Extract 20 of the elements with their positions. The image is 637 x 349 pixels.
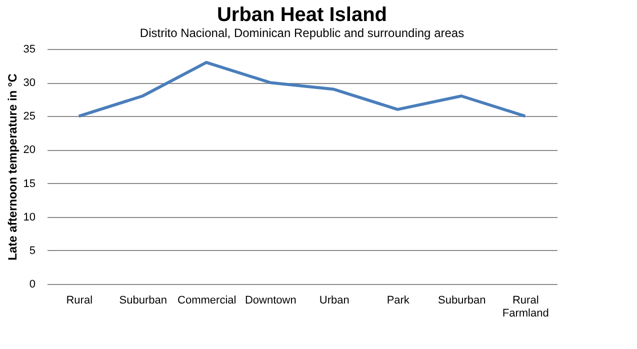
line-series [77, 60, 527, 118]
y-axis-title: Late afternoon temperature in °C [5, 73, 20, 260]
chart-title: Urban Heat Island [216, 4, 388, 26]
x-tick-label: Downtown [244, 294, 296, 306]
x-tick-label: Commercial [178, 294, 236, 306]
x-tick-label: Park [386, 294, 410, 306]
y-tick-label: 35 [23, 44, 36, 56]
y-tick-label: 30 [23, 77, 36, 90]
x-tick-label: Rural Farmland [502, 294, 549, 320]
x-tick-label: Suburban [438, 294, 486, 306]
y-tick-label: 20 [23, 144, 36, 156]
x-tick-label: Rural [66, 294, 93, 306]
y-tick-label: 15 [23, 178, 36, 190]
y-tick-label: 0 [29, 278, 36, 290]
x-tick-label: Suburban [119, 294, 167, 306]
y-tick-label: 5 [29, 244, 36, 257]
y-tick-label: 25 [23, 110, 36, 123]
y-tick-label: 10 [23, 211, 36, 224]
chart-subtitle: Distrito Nacional, Dominican Republic and surrounding areas [140, 26, 464, 40]
x-tick-label: Urban [319, 294, 350, 306]
